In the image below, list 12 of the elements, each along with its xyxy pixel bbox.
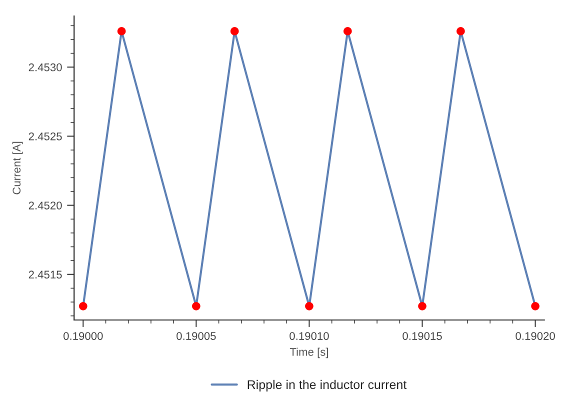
y-tick-label: 2.4525 (28, 132, 62, 140)
y-tick-label: 2.4515 (28, 270, 62, 279)
x-tick-label: 0.19005 (176, 332, 216, 340)
x-tick-label: 0.19000 (63, 332, 103, 340)
x-axis-title: Time [s] (290, 348, 328, 358)
y-tick-label: 2.4520 (28, 202, 62, 210)
y-tick-label: 2.4530 (28, 63, 62, 72)
x-tick-label: 0.19015 (402, 332, 442, 340)
y-axis-title: Current [A] (12, 142, 23, 194)
x-tick-label: 0.19010 (290, 332, 329, 340)
x-tick-label: 0.19020 (516, 332, 555, 340)
legend-label: Ripple in the inductor current (248, 380, 407, 392)
